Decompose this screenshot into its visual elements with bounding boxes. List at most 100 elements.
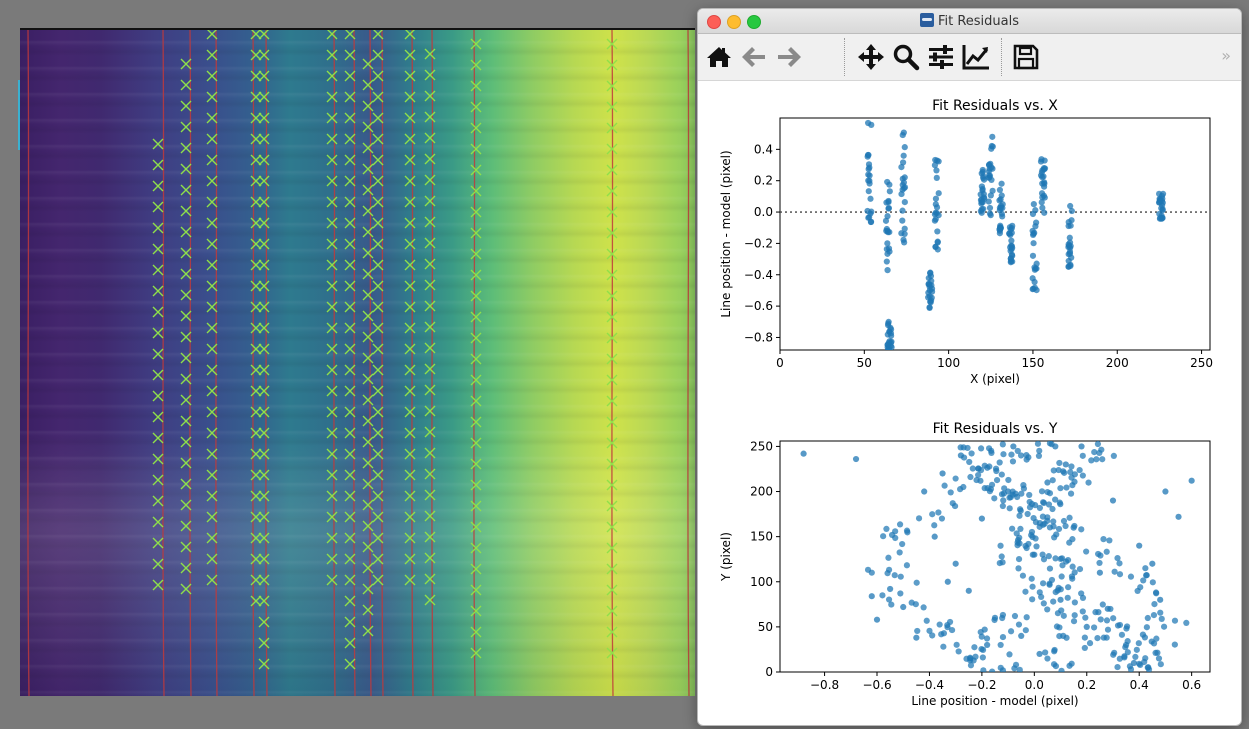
navigation-toolbar: » — [698, 34, 1241, 81]
line-marker-cross — [250, 595, 262, 607]
data-point — [867, 218, 875, 225]
line-marker-cross — [180, 79, 192, 91]
toolbar-overflow-button[interactable]: » — [1221, 46, 1231, 65]
data-point — [1042, 649, 1049, 656]
data-point — [960, 483, 967, 491]
line-marker-cross — [362, 373, 374, 385]
line-marker-cross — [206, 448, 218, 460]
zoom-button[interactable] — [891, 42, 921, 72]
data-point — [975, 471, 982, 479]
data-point — [971, 644, 978, 651]
line-marker-cross — [152, 390, 164, 402]
home-button[interactable] — [704, 42, 734, 72]
data-point — [1061, 469, 1068, 476]
data-point — [1099, 601, 1106, 608]
save-button[interactable] — [1011, 42, 1041, 72]
line-marker-cross — [180, 478, 192, 490]
data-point — [1149, 560, 1156, 567]
line-marker-cross — [606, 269, 618, 281]
line-marker-cross — [250, 259, 262, 271]
data-point — [1064, 556, 1072, 564]
line-marker-cross — [258, 574, 270, 586]
x-tick-label: 0.2 — [1077, 678, 1096, 692]
configure-subplots-button[interactable] — [926, 42, 956, 72]
data-point — [1066, 234, 1073, 241]
line-marker-cross — [258, 511, 270, 523]
data-point — [978, 170, 985, 177]
residual-plots-figure: Fit Residuals vs. X 0 50 100 150 200 250 −0.8 −0… — [719, 98, 1213, 708]
spectrum-colormap — [20, 30, 695, 696]
line-marker-cross — [424, 405, 436, 417]
data-point — [1011, 665, 1018, 672]
line-trace-overlay — [27, 30, 690, 696]
line-marker-cross — [424, 552, 436, 564]
data-point — [991, 495, 998, 502]
data-point — [1050, 467, 1057, 474]
data-point — [885, 596, 893, 603]
line-marker-cross — [152, 264, 164, 276]
data-point — [1046, 581, 1053, 588]
line-marker-cross — [206, 175, 218, 187]
line-marker-cross — [606, 500, 618, 512]
back-button[interactable] — [739, 42, 769, 72]
data-point — [978, 633, 985, 640]
data-point — [1082, 614, 1089, 621]
line-marker-cross — [258, 490, 270, 502]
line-marker-cross — [250, 175, 262, 187]
line-marker-cross — [424, 489, 436, 501]
edit-axes-button[interactable] — [961, 42, 991, 72]
line-marker-cross — [424, 510, 436, 522]
x-tick-label: 0.4 — [1130, 678, 1149, 692]
minimize-window-button[interactable] — [727, 15, 741, 29]
pan-button[interactable] — [856, 42, 886, 72]
line-marker-cross — [470, 248, 482, 260]
data-point — [940, 643, 947, 650]
line-marker-cross — [404, 532, 416, 544]
data-point — [865, 151, 872, 159]
line-marker-cross — [424, 573, 436, 585]
data-point — [1023, 456, 1030, 463]
line-marker-cross — [606, 437, 618, 449]
line-marker-cross — [258, 196, 270, 208]
line-marker-cross — [362, 247, 374, 259]
line-marker-cross — [404, 259, 416, 271]
trace-line — [265, 30, 268, 696]
window-titlebar[interactable]: Fit Residuals — [698, 9, 1241, 34]
y-tick-label: 50 — [758, 620, 773, 634]
line-marker-cross — [206, 91, 218, 103]
data-point — [989, 187, 996, 194]
data-point — [1123, 625, 1130, 632]
data-point — [1103, 548, 1110, 555]
line-marker-cross — [404, 574, 416, 586]
trace-line — [381, 30, 384, 696]
data-point — [996, 459, 1003, 466]
data-point — [1049, 477, 1056, 484]
line-marker-cross — [362, 520, 374, 532]
trace-line — [369, 30, 372, 696]
line-marker-cross — [250, 217, 262, 229]
data-point — [935, 212, 942, 219]
close-window-button[interactable] — [707, 15, 721, 29]
line-marker-cross — [250, 406, 262, 418]
line-marker-cross — [372, 238, 384, 250]
data-point — [967, 473, 974, 481]
line-marker-cross — [326, 448, 338, 460]
data-point — [901, 199, 908, 206]
forward-button[interactable] — [774, 42, 804, 72]
data-point — [1151, 601, 1158, 608]
line-marker-cross — [372, 490, 384, 502]
data-point — [1050, 518, 1057, 525]
data-point — [1049, 505, 1056, 513]
maximize-window-button[interactable] — [747, 15, 761, 29]
line-marker-cross — [372, 175, 384, 187]
line-marker-cross — [206, 406, 218, 418]
data-point — [1038, 156, 1045, 163]
data-point — [1052, 663, 1060, 670]
data-point — [1028, 500, 1036, 508]
line-marker-cross — [372, 301, 384, 313]
data-point — [931, 533, 938, 540]
x-tick-label: −0.8 — [810, 678, 839, 692]
data-point — [933, 204, 941, 211]
line-marker-cross — [152, 222, 164, 234]
data-point — [1000, 451, 1007, 458]
